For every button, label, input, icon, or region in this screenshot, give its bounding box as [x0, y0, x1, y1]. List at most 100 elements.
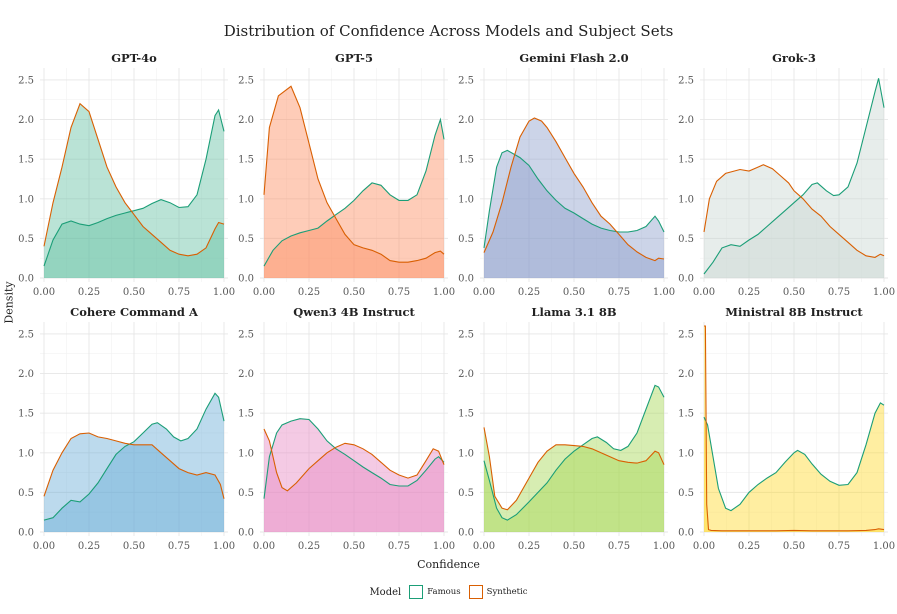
- y-tick-label: 0.0: [458, 274, 474, 285]
- x-tick-label: 0.00: [33, 287, 55, 298]
- panel-title: Llama 3.1 8B: [531, 305, 617, 319]
- legend-key-synthetic: [468, 585, 483, 599]
- panel-title: GPT-5: [335, 51, 373, 65]
- density-line-famous: [703, 402, 885, 512]
- y-tick-label: 2.0: [678, 369, 694, 380]
- density-area-synthetic: [484, 427, 664, 532]
- x-tick-label: 0.25: [78, 541, 100, 552]
- density-area-famous: [44, 393, 224, 532]
- facet-panel: Llama 3.1 8B 0.0 0.5 1.0 1.5 2.0 2.5 0.00 0.25 0.…: [458, 305, 675, 552]
- x-tick-label: 0.25: [738, 287, 760, 298]
- y-tick-label: 1.5: [238, 155, 254, 166]
- x-tick-label: 0.25: [78, 287, 100, 298]
- y-tick-label: 1.5: [238, 409, 254, 420]
- y-tick-label: 2.5: [458, 329, 474, 340]
- y-tick-label: 2.0: [678, 115, 694, 126]
- x-tick-label: 0.25: [518, 541, 540, 552]
- density-line-synthetic: [483, 117, 665, 262]
- density-line-synthetic: [43, 102, 225, 257]
- x-tick-label: 0.50: [123, 541, 145, 552]
- legend-label-famous: Famous: [427, 587, 461, 597]
- legend-label-synthetic: Synthetic: [486, 587, 528, 597]
- facet-panel: Ministral 8B Instruct 0.0 0.5 1.0 1.5 2.0 2.5 0…: [678, 305, 895, 552]
- x-tick-label: 0.50: [783, 541, 805, 552]
- density-area-synthetic: [704, 164, 884, 278]
- density-area-synthetic: [44, 103, 224, 278]
- y-tick-label: 0.5: [238, 234, 254, 245]
- x-tick-label: 0.50: [343, 287, 365, 298]
- y-axis-label: Density: [2, 281, 16, 324]
- facet-panel: Gemini Flash 2.0 0.0 0.5 1.0 1.5 2.0 2.5 0.00 0.…: [458, 51, 675, 298]
- y-tick-label: 2.0: [458, 115, 474, 126]
- y-tick-label: 2.0: [18, 115, 34, 126]
- y-tick-label: 1.5: [18, 155, 34, 166]
- density-line-famous: [703, 78, 885, 275]
- x-tick-label: 0.00: [473, 541, 495, 552]
- x-tick-label: 0.00: [473, 287, 495, 298]
- density-line-synthetic: [483, 427, 665, 511]
- y-tick-label: 0.5: [458, 488, 474, 499]
- x-tick-label: 0.75: [168, 287, 190, 298]
- density-line-synthetic: [43, 432, 225, 499]
- density-area-famous: [704, 78, 884, 278]
- panel-title: Grok-3: [772, 51, 816, 65]
- x-tick-label: 0.75: [828, 287, 850, 298]
- y-tick-label: 2.0: [238, 115, 254, 126]
- legend-key-famous: [409, 585, 424, 599]
- density-area-famous: [704, 402, 884, 532]
- x-tick-label: 0.50: [563, 287, 585, 298]
- y-tick-label: 2.5: [18, 329, 34, 340]
- y-tick-label: 2.5: [678, 329, 694, 340]
- facet-panel: GPT-5 0.0 0.5 1.0 1.5 2.0 2.5 0.00 0.25 0.50 0.75 1…: [238, 51, 455, 298]
- y-tick-label: 2.5: [678, 75, 694, 86]
- x-tick-label: 0.25: [298, 287, 320, 298]
- panel-title: Qwen3 4B Instruct: [293, 305, 415, 319]
- y-tick-label: 0.5: [238, 488, 254, 499]
- x-tick-label: 0.75: [388, 541, 410, 552]
- x-tick-label: 0.00: [33, 541, 55, 552]
- y-tick-label: 2.5: [238, 329, 254, 340]
- legend: Model Famous Synthetic: [0, 585, 897, 599]
- x-tick-label: 0.75: [608, 287, 630, 298]
- density-area-synthetic: [484, 118, 664, 278]
- y-tick-label: 0.5: [678, 488, 694, 499]
- y-tick-label: 0.5: [18, 234, 34, 245]
- x-tick-label: 0.00: [253, 541, 275, 552]
- panel-title: Gemini Flash 2.0: [519, 51, 628, 65]
- y-tick-label: 0.0: [18, 274, 34, 285]
- x-tick-label: 1.00: [213, 541, 235, 552]
- facet-panel: Grok-3 0.0 0.5 1.0 1.5 2.0 2.5 0.00 0.25 0.50 0.75…: [678, 51, 895, 298]
- x-tick-label: 0.50: [343, 541, 365, 552]
- y-tick-label: 0.0: [18, 528, 34, 539]
- density-area-famous: [264, 418, 444, 532]
- density-area-famous: [264, 119, 444, 278]
- density-line-synthetic: [263, 85, 445, 263]
- density-line-famous: [483, 384, 665, 521]
- density-line-famous: [43, 108, 225, 267]
- y-tick-label: 1.0: [458, 194, 474, 205]
- y-tick-label: 1.5: [458, 155, 474, 166]
- density-area-synthetic: [44, 433, 224, 532]
- x-tick-label: 0.75: [608, 541, 630, 552]
- x-tick-label: 0.00: [253, 287, 275, 298]
- x-tick-label: 0.25: [518, 287, 540, 298]
- x-tick-label: 1.00: [433, 287, 455, 298]
- density-line-famous: [483, 149, 665, 248]
- y-tick-label: 1.0: [238, 194, 254, 205]
- density-line-synthetic: [703, 164, 885, 258]
- x-axis-label: Confidence: [417, 558, 480, 571]
- y-tick-label: 0.0: [678, 528, 694, 539]
- facet-panel: Qwen3 4B Instruct 0.0 0.5 1.0 1.5 2.0 2.5 0.00 0…: [238, 305, 455, 552]
- y-tick-label: 1.0: [238, 448, 254, 459]
- x-tick-label: 0.00: [693, 287, 715, 298]
- y-tick-label: 1.5: [678, 409, 694, 420]
- x-tick-label: 0.25: [298, 541, 320, 552]
- density-line-synthetic: [704, 325, 885, 532]
- x-tick-label: 0.50: [563, 541, 585, 552]
- x-tick-label: 0.75: [388, 287, 410, 298]
- x-tick-label: 0.00: [693, 541, 715, 552]
- legend-title: Model: [369, 586, 402, 598]
- facet-panel: Cohere Command A 0.0 0.5 1.0 1.5 2.0 2.5 0.00 0.…: [18, 305, 235, 552]
- y-tick-label: 1.5: [678, 155, 694, 166]
